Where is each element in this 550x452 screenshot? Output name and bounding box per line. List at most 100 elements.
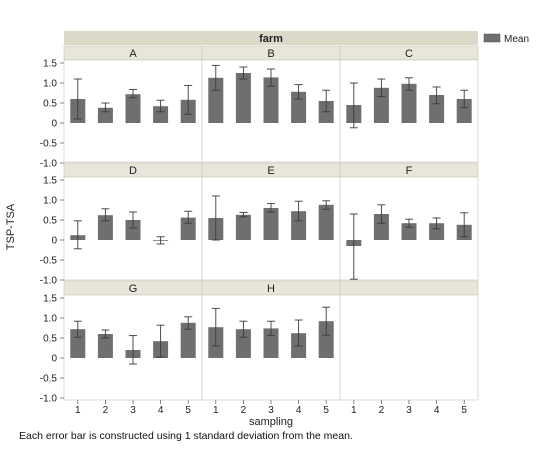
error-bar-c-2: [377, 78, 386, 98]
bar-e-3: [263, 208, 279, 240]
error-bar-d-2: [101, 208, 110, 222]
x-tick-label: 3: [268, 405, 274, 416]
x-tick-label: 1: [75, 405, 81, 416]
error-bar-g-3: [129, 335, 137, 365]
error-bar-a-5: [184, 84, 193, 115]
error-bar-f-4: [432, 217, 441, 230]
error-bar-e-5: [322, 200, 331, 210]
y-tick-label: -1.0: [40, 394, 58, 405]
x-tick-label: 2: [103, 405, 109, 416]
error-bar-b-4: [294, 84, 303, 100]
x-tick-label: 5: [461, 405, 467, 416]
error-bar-c-5: [460, 89, 469, 109]
x-tick-label: 4: [296, 405, 302, 416]
bar-b-1: [208, 77, 224, 123]
error-bar-h-5: [322, 306, 331, 336]
bar-d-3: [125, 220, 141, 240]
bar-e-4: [291, 211, 307, 240]
x-tick-label: 2: [379, 405, 385, 416]
panel-header: [339, 280, 479, 296]
error-bar-d-4: [156, 236, 165, 245]
panel-label-g: G: [129, 283, 138, 295]
bar-d-2: [97, 215, 113, 240]
y-tick-label: 0.5: [43, 99, 57, 110]
y-tick-label: -1.0: [40, 276, 58, 287]
bar-b-3: [263, 77, 279, 123]
bar-e-5: [318, 204, 334, 240]
error-bar-h-2: [239, 320, 248, 338]
x-tick-label: 4: [434, 405, 440, 416]
error-bar-b-2: [239, 66, 248, 80]
y-tick-label: 0.5: [43, 216, 57, 227]
error-bar-c-4: [432, 86, 441, 105]
error-bar-a-1: [73, 78, 82, 120]
error-bar-f-1: [349, 213, 358, 280]
bar-b-4: [291, 91, 307, 123]
error-bar-e-2: [239, 211, 248, 218]
bar-f-2: [373, 214, 389, 240]
error-bar-b-5: [322, 89, 331, 113]
y-tick-label: -1.0: [40, 159, 58, 170]
error-bar-footnote: Each error bar is constructed using 1 st…: [19, 430, 353, 442]
error-bar-b-3: [267, 68, 275, 87]
error-bar-d-5: [184, 210, 193, 224]
bar-b-2: [235, 73, 251, 123]
bar-h-2: [235, 329, 251, 358]
bar-e-2: [235, 214, 251, 240]
panel-label-e: E: [267, 165, 274, 177]
y-tick-label: 0: [51, 354, 57, 365]
x-tick-label: 2: [241, 405, 247, 416]
error-bar-e-4: [294, 200, 303, 222]
y-tick-label: -0.5: [40, 374, 58, 385]
error-bar-d-3: [129, 211, 137, 229]
bar-f-4: [429, 223, 445, 240]
error-bar-g-5: [184, 316, 193, 330]
y-tick-label: 1.5: [43, 294, 57, 305]
error-bar-b-1: [211, 64, 220, 91]
error-bar-h-1: [211, 307, 220, 347]
bar-g-2: [97, 334, 113, 358]
y-tick-label: 1.5: [43, 176, 57, 187]
x-tick-label: 3: [406, 405, 412, 416]
y-tick-label: 1.0: [43, 79, 57, 90]
panel-label-f: F: [406, 165, 413, 177]
legend-label-mean: Mean: [504, 34, 529, 45]
panel-label-b: B: [267, 48, 274, 60]
y-tick-label: 1.5: [43, 59, 57, 70]
legend-swatch-mean: [483, 33, 501, 43]
x-tick-label: 1: [351, 405, 357, 416]
error-bar-a-2: [101, 102, 110, 113]
error-bar-h-3: [267, 320, 275, 337]
x-tick-label: 3: [130, 405, 136, 416]
x-tick-label: 1: [213, 405, 219, 416]
y-axis-title: TSP-TSA: [5, 203, 17, 250]
error-bar-f-2: [377, 204, 386, 224]
y-tick-label: -0.5: [40, 139, 58, 150]
error-bar-a-4: [156, 99, 165, 113]
y-tick-label: 1.0: [43, 314, 57, 325]
error-bar-c-3: [405, 77, 413, 91]
panel-label-h: H: [267, 283, 275, 295]
bar-c-3: [401, 83, 417, 123]
bar-a-3: [125, 94, 141, 123]
error-bar-c-1: [349, 82, 358, 129]
y-tick-label: 0: [51, 119, 57, 130]
panel-label-d: D: [129, 165, 137, 177]
error-bar-f-3: [405, 218, 413, 228]
y-tick-label: 0: [51, 236, 57, 247]
error-bar-h-4: [294, 319, 303, 347]
bar-g-5: [180, 322, 196, 358]
bar-g-1: [70, 329, 86, 358]
error-bar-e-1: [211, 195, 220, 241]
bar-c-4: [429, 95, 445, 123]
panel-label-c: C: [405, 48, 413, 60]
x-tick-label: 5: [323, 405, 329, 416]
error-bar-d-1: [73, 220, 82, 250]
x-tick-label: 5: [185, 405, 191, 416]
error-bar-g-4: [156, 324, 165, 358]
bar-h-5: [318, 321, 334, 358]
error-bar-a-3: [129, 88, 137, 99]
error-bar-g-2: [101, 329, 110, 339]
group-header-band: [64, 31, 478, 45]
